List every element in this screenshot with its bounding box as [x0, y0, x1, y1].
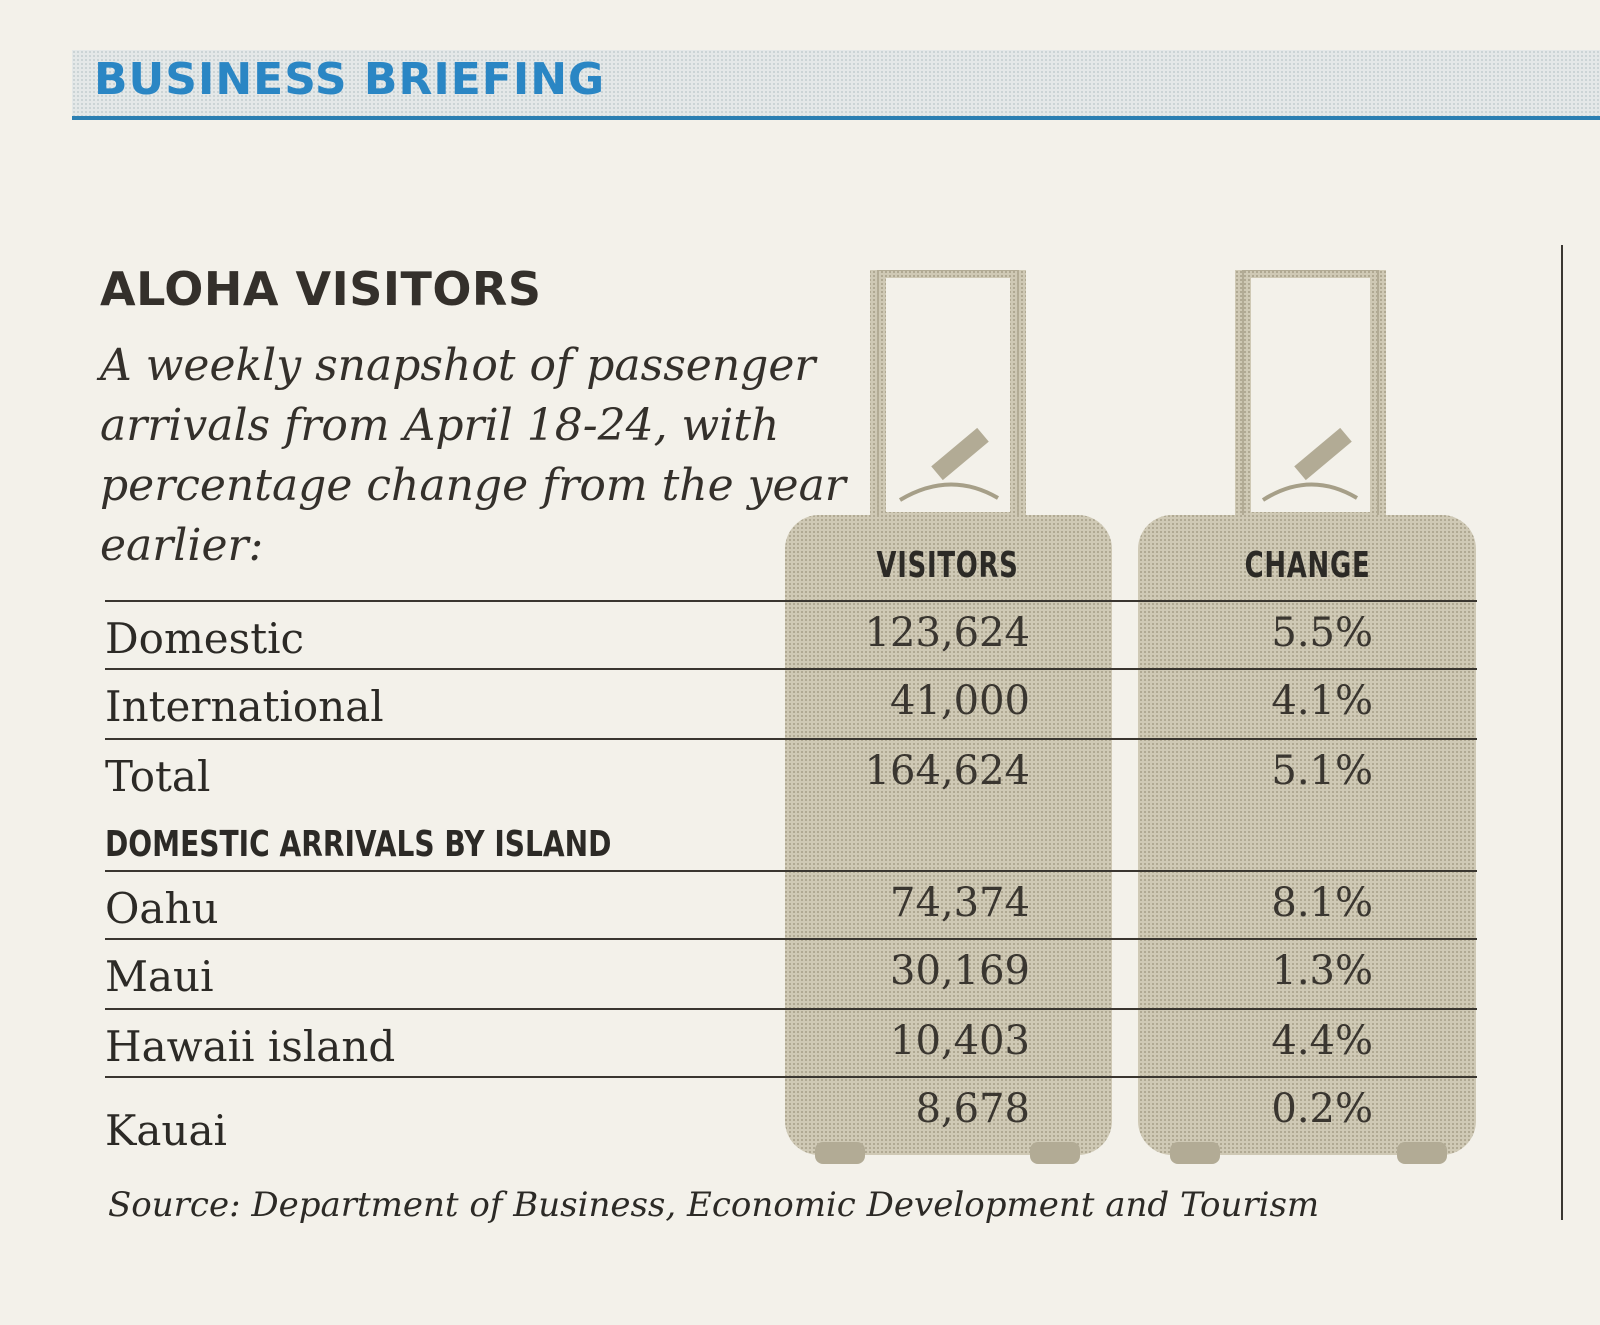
- row-change: 5.1%: [1271, 748, 1373, 794]
- deck-text: A weekly snapshot of passenger arrivals …: [100, 340, 846, 571]
- row-change: 4.1%: [1271, 678, 1373, 724]
- row-visitors: 10,403: [890, 1018, 1030, 1064]
- row-visitors: 8,678: [915, 1086, 1030, 1132]
- change-column-header: CHANGE: [1244, 545, 1371, 586]
- row-label: Kauai: [105, 1106, 227, 1155]
- luggage-visitors-graphic: VISITORS: [780, 270, 1115, 1170]
- row-label: Domestic: [105, 614, 305, 663]
- headline: ALOHA VISITORS: [100, 262, 542, 316]
- table-row: Total 164,624 5.1% DOMESTIC ARRIVALS BY …: [105, 738, 1477, 870]
- table-row: Hawaii island 10,403 4.4%: [105, 1008, 1477, 1076]
- suitcase-icon: [785, 270, 1112, 1164]
- row-label: Hawaii island: [105, 1022, 396, 1071]
- suitcase-icon: [1138, 270, 1476, 1164]
- row-visitors: 164,624: [864, 748, 1030, 794]
- row-label: Maui: [105, 952, 214, 1001]
- table-row: Kauai 8,678 0.2%: [105, 1076, 1477, 1156]
- row-change: 1.3%: [1271, 948, 1373, 994]
- row-change: 8.1%: [1271, 880, 1373, 926]
- visitors-column-header: VISITORS: [876, 545, 1019, 586]
- section-title: BUSINESS BRIEFING: [94, 54, 606, 105]
- table-row: Oahu 74,374 8.1%: [105, 870, 1477, 938]
- column-divider: [1561, 245, 1563, 1220]
- island-subhead: DOMESTIC ARRIVALS BY ISLAND: [105, 824, 612, 865]
- source-credit: Source: Department of Business, Economic…: [108, 1185, 1320, 1225]
- row-label: International: [105, 682, 384, 731]
- table-row: Maui 30,169 1.3%: [105, 938, 1477, 1008]
- row-visitors: 123,624: [864, 610, 1030, 656]
- row-visitors: 74,374: [890, 880, 1030, 926]
- row-label: Total: [105, 752, 211, 801]
- row-visitors: 30,169: [890, 948, 1030, 994]
- table-row: Domestic 123,624 5.5%: [105, 600, 1477, 668]
- row-change: 5.5%: [1271, 610, 1373, 656]
- luggage-change-graphic: CHANGE: [1135, 270, 1480, 1170]
- table-row: International 41,000 4.1%: [105, 668, 1477, 738]
- row-change: 4.4%: [1271, 1018, 1373, 1064]
- row-visitors: 41,000: [890, 678, 1030, 724]
- row-change: 0.2%: [1271, 1086, 1373, 1132]
- row-label: Oahu: [105, 884, 219, 933]
- section-banner: BUSINESS BRIEFING: [72, 50, 1600, 120]
